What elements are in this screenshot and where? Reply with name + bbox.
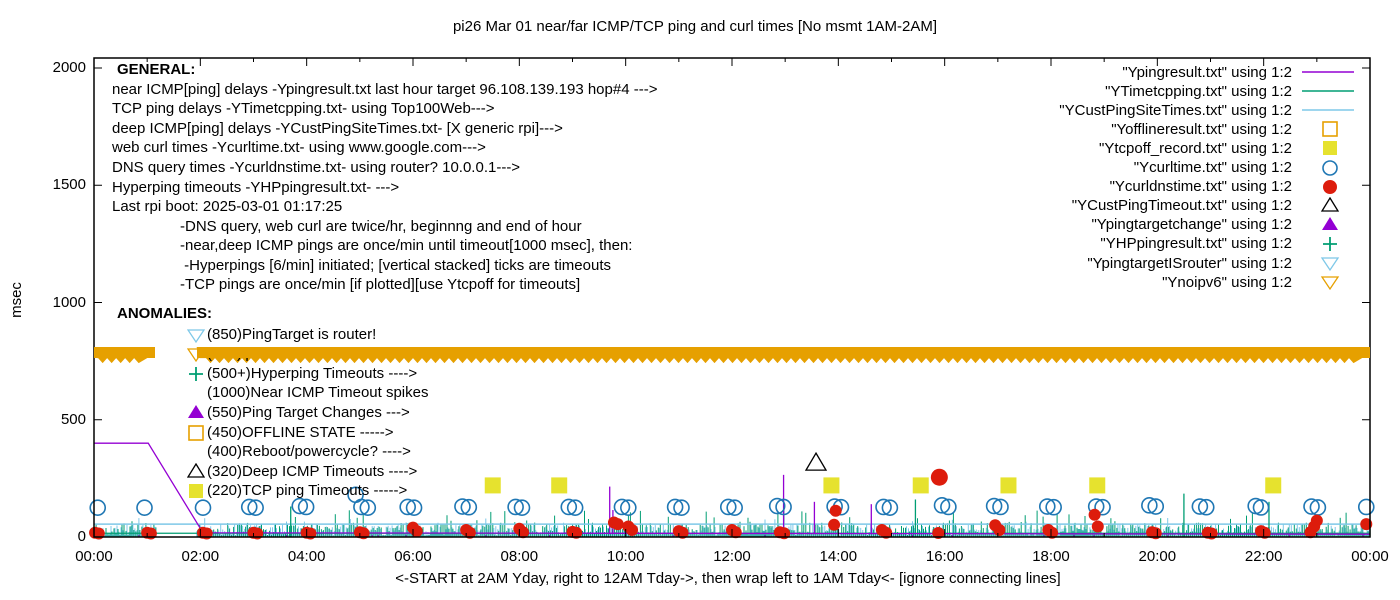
- noipv6-band-overlay-segment: [196, 347, 1370, 359]
- plot-border: [93, 57, 1371, 538]
- noipv6-band-overlay-segment: [94, 347, 156, 359]
- near-icmp-line: [94, 442, 1371, 535]
- series-deep-icmp-timeout: [804, 451, 828, 471]
- series-tcp-spikes: [290, 493, 1270, 537]
- axis-ticks: [93, 58, 1371, 538]
- chart-title: pi26 Mar 01 near/far ICMP/TCP ping and c…: [452, 18, 938, 35]
- series-tcp-timeout-squares: [484, 477, 1282, 494]
- series-web-curl-circles: [89, 486, 1375, 516]
- series-dns-dots: [89, 468, 1373, 540]
- x-axis-label: <-START at 2AM Yday, right to 12AM Tday-…: [395, 570, 1061, 587]
